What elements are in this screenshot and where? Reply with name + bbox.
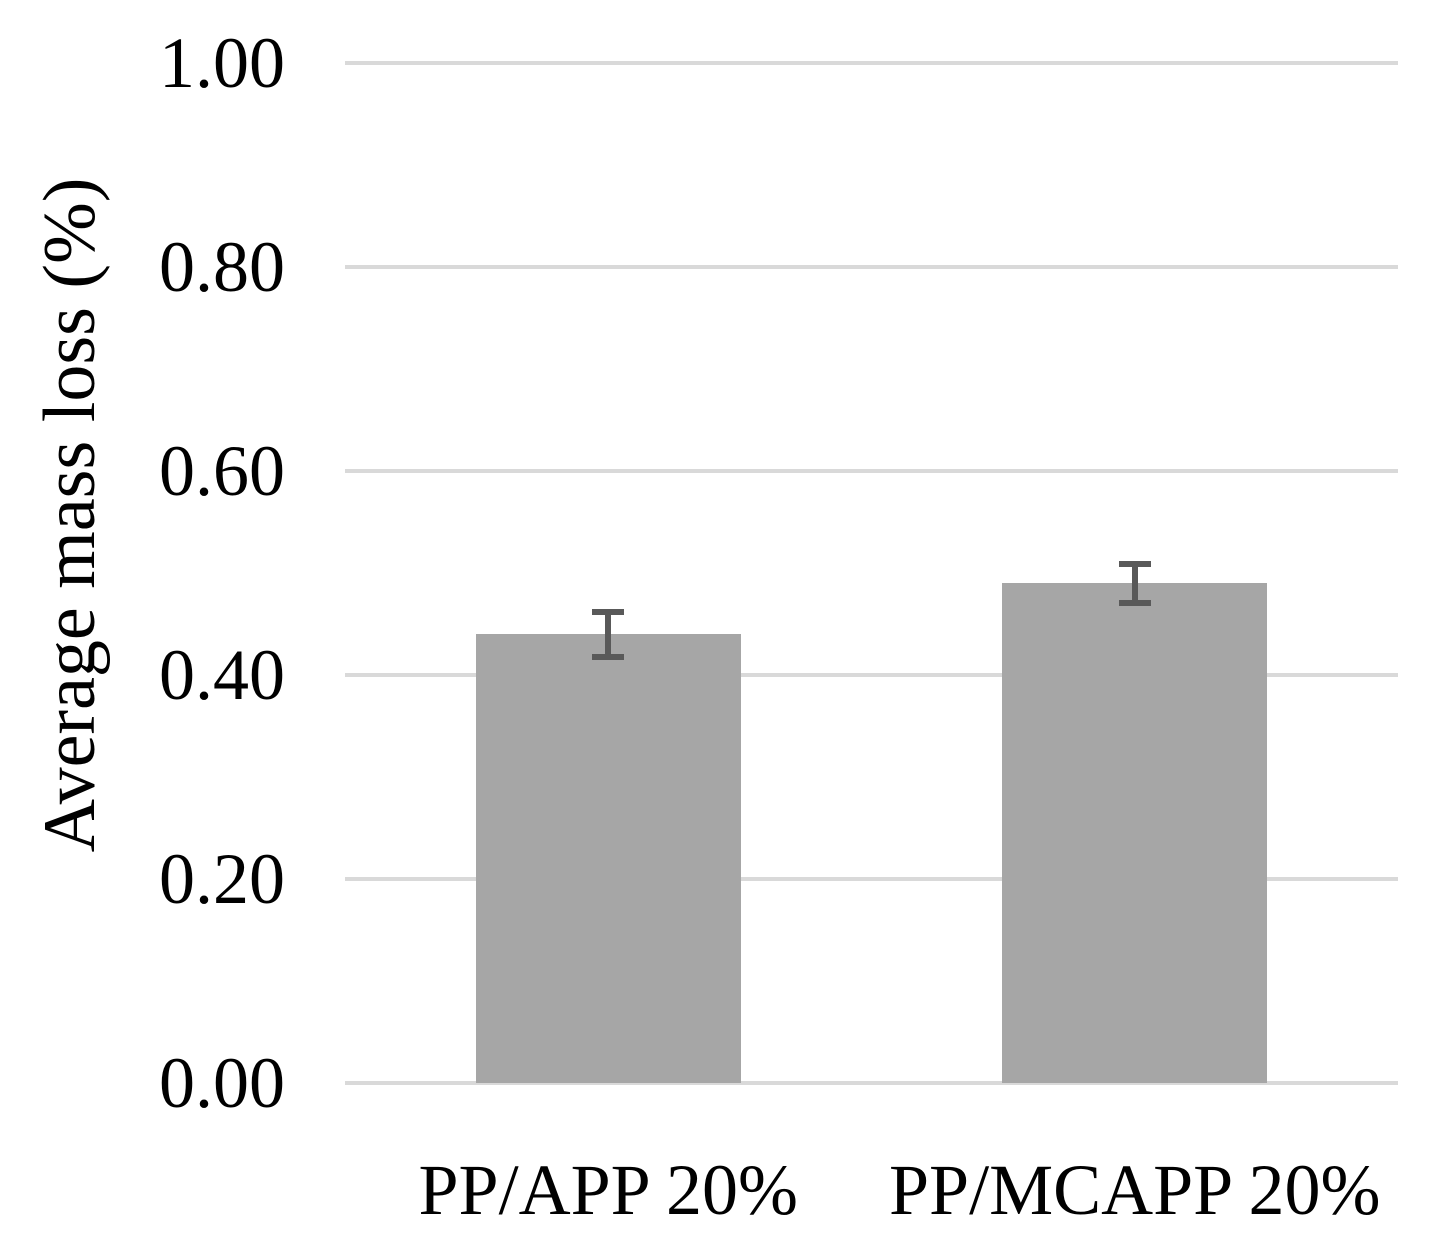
error-bar-line [1131,563,1138,603]
gridline [345,61,1398,65]
bar [1002,583,1268,1083]
error-bar-cap [1118,560,1151,567]
error-bar-line [605,611,612,657]
error-bar-cap [592,608,625,615]
error-bar-cap [1118,599,1151,606]
gridline [345,1081,1398,1085]
gridline [345,469,1398,473]
plot-area [345,61,1398,1085]
y-axis-tick-labels: 0.00 0.20 0.40 0.60 0.80 1.00 [0,23,285,1123]
error-bar-cap [592,653,625,660]
y-tick-label: 0.20 [159,839,285,919]
x-axis-labels: PP/APP 20% PP/MCAPP 20% [345,1150,1398,1250]
x-category-label: PP/APP 20% [418,1150,798,1230]
y-tick-label: 1.00 [159,23,285,103]
y-tick-label: 0.00 [159,1043,285,1123]
y-tick-label: 0.80 [159,227,285,307]
y-tick-label: 0.40 [159,635,285,715]
y-tick-label: 0.60 [159,431,285,511]
gridline [345,877,1398,881]
gridline [345,673,1398,677]
bar [475,634,741,1083]
x-category-label: PP/MCAPP 20% [888,1150,1381,1230]
gridline [345,265,1398,269]
